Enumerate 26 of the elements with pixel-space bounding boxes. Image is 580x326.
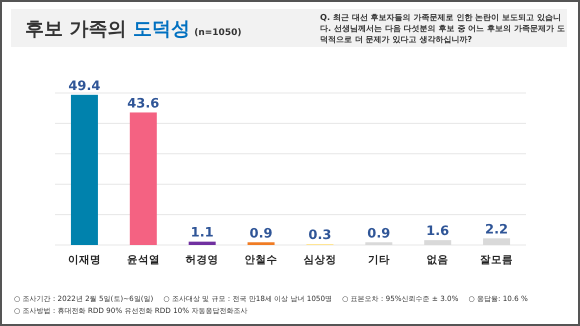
data-label: 49.4 bbox=[68, 78, 100, 94]
data-label: 43.6 bbox=[127, 96, 160, 112]
chart-title: 후보 가족의 도덕성 bbox=[25, 18, 190, 40]
data-label: 0.3 bbox=[308, 228, 332, 244]
x-tick-label: 윤석열 bbox=[126, 254, 160, 266]
x-tick-label: 심상정 bbox=[303, 254, 336, 266]
text: Q. 최근 대선 후보자들의 가족문제로 인한 논란이 보도되고 있습니다. 선생님께서는 다음 다섯분의 후보 중 어느 후보의 가족문제가 도덕적으로 더 문제가 있다고 생각하십니까? bbox=[320, 12, 565, 45]
x-tick-label: 잘모름 bbox=[480, 254, 514, 266]
data-label: 2.2 bbox=[485, 222, 508, 238]
data-label: 1.6 bbox=[426, 224, 450, 240]
chart-subtitle: (n=1050) bbox=[194, 28, 242, 38]
bar bbox=[188, 242, 216, 245]
data-label: 0.9 bbox=[367, 226, 390, 242]
data-label: 1.1 bbox=[190, 226, 214, 241]
x-tick-label: 기타 bbox=[368, 254, 390, 266]
bar bbox=[70, 94, 98, 245]
x-tick-label: 안철수 bbox=[244, 254, 278, 266]
bar bbox=[483, 238, 510, 245]
bar bbox=[424, 240, 452, 245]
bar bbox=[365, 242, 392, 245]
x-tick-label: 없음 bbox=[426, 254, 449, 266]
x-tick-label: 허경영 bbox=[186, 254, 219, 266]
data-label: 0.9 bbox=[250, 226, 273, 242]
x-tick-label: 이재명 bbox=[68, 254, 101, 266]
bar bbox=[248, 242, 275, 245]
bar bbox=[130, 112, 157, 245]
